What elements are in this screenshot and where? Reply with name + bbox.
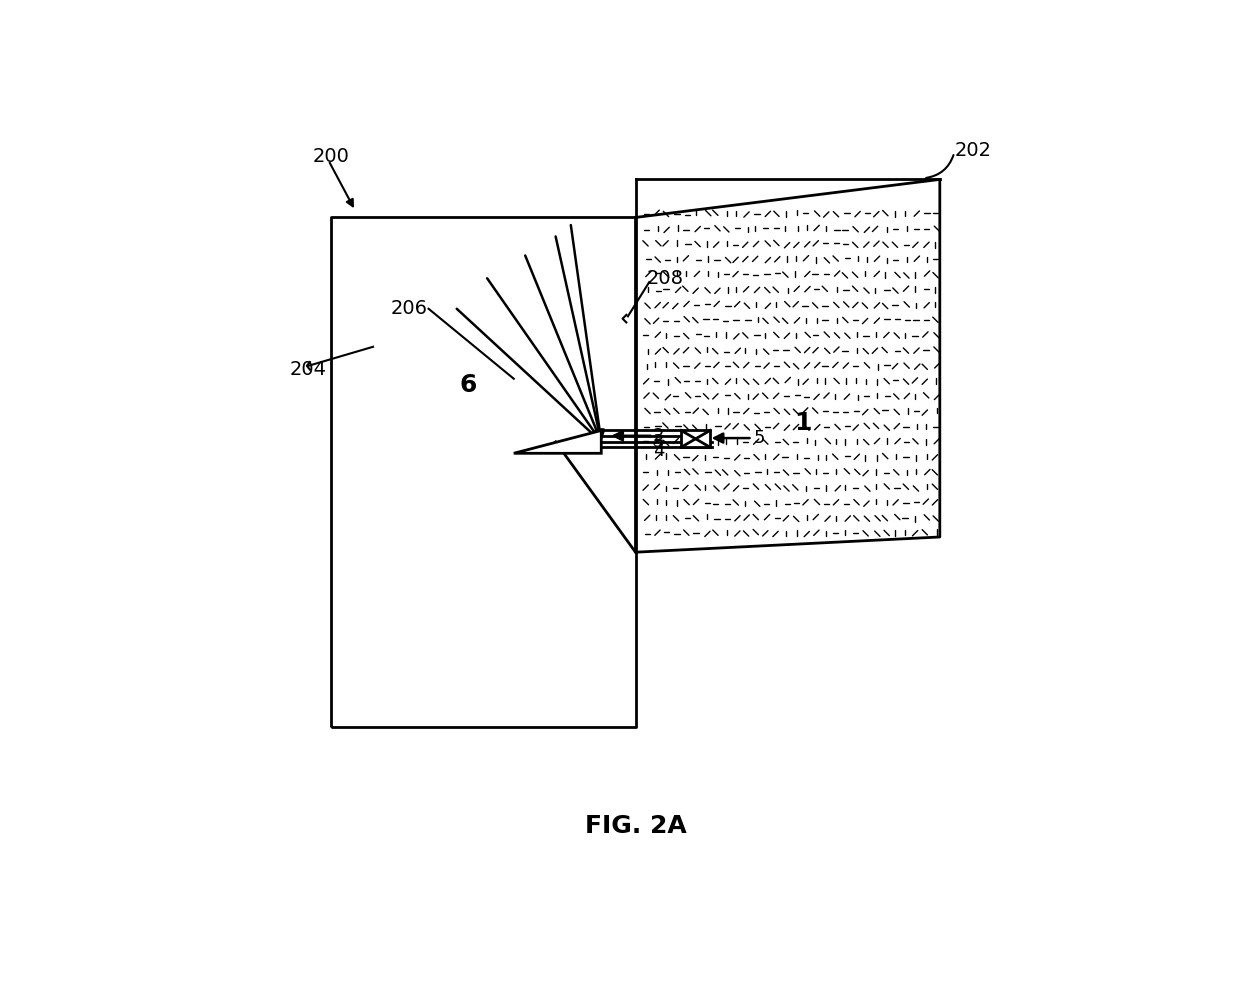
Text: 202: 202: [955, 141, 992, 160]
Text: 204: 204: [289, 360, 326, 379]
Text: 5: 5: [754, 429, 765, 448]
Polygon shape: [513, 431, 601, 453]
Text: 208: 208: [647, 269, 684, 288]
Text: 206: 206: [391, 299, 428, 318]
Bar: [681, 431, 711, 448]
Text: 4: 4: [653, 442, 665, 460]
Text: 1: 1: [794, 411, 812, 435]
Text: FIG. 2A: FIG. 2A: [584, 814, 687, 838]
Text: 3: 3: [653, 433, 665, 451]
Text: 200: 200: [312, 147, 348, 166]
Text: 2: 2: [653, 427, 665, 445]
Text: 6: 6: [460, 372, 477, 397]
